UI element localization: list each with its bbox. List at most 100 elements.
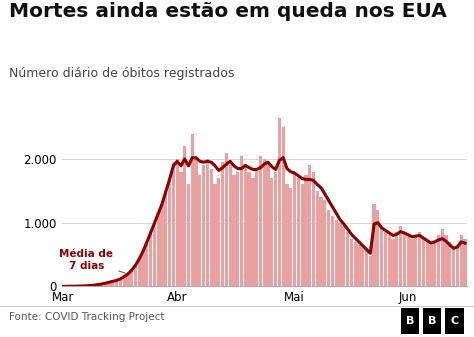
- Bar: [206, 159, 209, 286]
- Bar: [373, 204, 376, 286]
- Bar: [410, 239, 414, 286]
- Bar: [198, 175, 201, 286]
- Bar: [274, 172, 277, 286]
- Bar: [312, 172, 315, 286]
- Bar: [445, 308, 464, 334]
- Bar: [187, 184, 190, 286]
- Bar: [145, 242, 148, 286]
- Bar: [266, 162, 270, 286]
- Bar: [141, 251, 145, 286]
- Bar: [191, 133, 194, 286]
- Bar: [225, 153, 228, 286]
- Bar: [240, 156, 243, 286]
- Bar: [418, 232, 421, 286]
- Bar: [376, 210, 380, 286]
- Bar: [331, 216, 334, 286]
- Bar: [301, 184, 304, 286]
- Bar: [452, 248, 455, 286]
- Bar: [380, 229, 383, 286]
- Bar: [100, 284, 103, 286]
- Bar: [282, 127, 285, 286]
- Bar: [437, 236, 440, 286]
- Bar: [217, 178, 220, 286]
- Bar: [422, 239, 425, 286]
- Bar: [346, 232, 349, 286]
- Bar: [228, 165, 232, 286]
- Bar: [316, 191, 319, 286]
- Bar: [335, 219, 338, 286]
- Bar: [395, 232, 399, 286]
- Text: Fonte: COVID Tracking Project: Fonte: COVID Tracking Project: [9, 312, 165, 322]
- Bar: [115, 280, 118, 286]
- Text: B: B: [406, 316, 414, 326]
- Bar: [175, 159, 179, 286]
- Bar: [285, 184, 289, 286]
- Bar: [149, 232, 152, 286]
- Bar: [202, 165, 205, 286]
- Bar: [433, 242, 436, 286]
- Bar: [319, 197, 323, 286]
- Bar: [297, 178, 300, 286]
- Bar: [251, 178, 255, 286]
- Bar: [460, 236, 463, 286]
- Bar: [130, 270, 133, 286]
- Bar: [445, 236, 447, 286]
- Bar: [426, 242, 428, 286]
- Bar: [137, 258, 141, 286]
- Bar: [270, 178, 273, 286]
- Bar: [323, 201, 327, 286]
- Bar: [289, 188, 292, 286]
- Bar: [172, 162, 175, 286]
- Bar: [244, 165, 247, 286]
- Bar: [247, 172, 251, 286]
- Bar: [304, 175, 308, 286]
- Bar: [111, 281, 114, 286]
- Bar: [448, 242, 451, 286]
- Bar: [118, 279, 122, 286]
- Bar: [361, 248, 365, 286]
- Bar: [357, 245, 361, 286]
- Text: Média de
7 dias: Média de 7 dias: [59, 249, 125, 273]
- Bar: [354, 242, 357, 286]
- Bar: [401, 308, 419, 334]
- Bar: [308, 165, 311, 286]
- Bar: [183, 146, 186, 286]
- Bar: [456, 245, 459, 286]
- Bar: [134, 265, 137, 286]
- Bar: [96, 285, 99, 286]
- Bar: [423, 308, 441, 334]
- Bar: [92, 285, 95, 286]
- Bar: [350, 239, 353, 286]
- Bar: [263, 159, 266, 286]
- Bar: [164, 191, 167, 286]
- Bar: [153, 223, 156, 286]
- Bar: [365, 251, 368, 286]
- Text: Mortes ainda estão em queda nos EUA: Mortes ainda estão em queda nos EUA: [9, 2, 447, 21]
- Bar: [369, 256, 372, 286]
- Bar: [194, 159, 198, 286]
- Bar: [338, 223, 342, 286]
- Bar: [89, 285, 91, 286]
- Bar: [255, 168, 258, 286]
- Bar: [103, 283, 107, 286]
- Bar: [259, 156, 262, 286]
- Bar: [179, 172, 182, 286]
- Bar: [160, 204, 164, 286]
- Bar: [441, 229, 444, 286]
- Bar: [293, 172, 296, 286]
- Text: B: B: [428, 316, 436, 326]
- Bar: [156, 213, 160, 286]
- Bar: [342, 226, 346, 286]
- Bar: [278, 118, 281, 286]
- Bar: [429, 245, 432, 286]
- Bar: [236, 172, 239, 286]
- Bar: [407, 236, 410, 286]
- Text: Número diário de óbitos registrados: Número diário de óbitos registrados: [9, 67, 235, 81]
- Bar: [392, 239, 395, 286]
- Bar: [414, 236, 418, 286]
- Bar: [464, 239, 466, 286]
- Bar: [213, 184, 217, 286]
- Text: C: C: [450, 316, 458, 326]
- Bar: [210, 168, 213, 286]
- Bar: [388, 236, 391, 286]
